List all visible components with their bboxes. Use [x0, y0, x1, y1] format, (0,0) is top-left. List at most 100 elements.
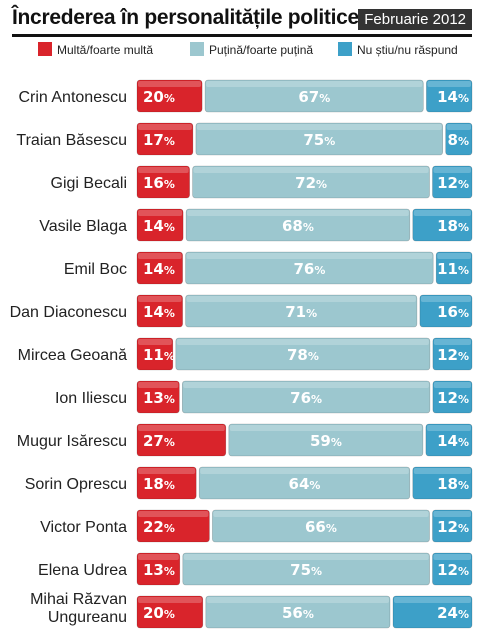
- legend-item-nustiu: Nu știu/nu răspund: [338, 42, 458, 57]
- bar-highlight: [427, 81, 471, 87]
- legend-swatch-putina: [190, 42, 204, 56]
- data-label: 18%: [437, 217, 469, 235]
- bar-highlight: [437, 253, 471, 259]
- bar-highlight: [213, 511, 429, 517]
- data-label: 12%: [437, 518, 469, 536]
- data-label: 17%: [143, 131, 175, 149]
- bar-highlight: [433, 382, 471, 388]
- legend-label-putina: Puțină/foarte puțină: [209, 43, 314, 57]
- bar-highlight: [138, 253, 182, 259]
- bar-segment: [192, 165, 430, 199]
- bar-segment: [392, 595, 473, 629]
- data-label: 76%: [293, 260, 325, 278]
- bar-highlight: [138, 339, 172, 345]
- bar-segment: [136, 509, 210, 543]
- bar-segment: [136, 595, 204, 629]
- data-label: 16%: [437, 303, 469, 321]
- bar-highlight: [138, 468, 196, 474]
- bar-highlight: [229, 425, 422, 431]
- bar-highlight: [138, 81, 202, 87]
- data-label: 8%: [448, 131, 469, 149]
- data-label: 14%: [143, 260, 175, 278]
- bar-highlight: [394, 597, 471, 603]
- bar-highlight: [176, 339, 429, 345]
- bar-highlight: [183, 382, 429, 388]
- bar-highlight: [200, 468, 409, 474]
- data-label: 72%: [295, 174, 327, 192]
- bar-highlight: [138, 210, 183, 216]
- category-label: Elena Udrea: [38, 562, 127, 579]
- legend-item-putina: Puțină/foarte puțină: [190, 42, 313, 57]
- bar-highlight: [433, 167, 471, 173]
- bar-segment: [182, 552, 430, 586]
- bar-segment: [136, 251, 183, 285]
- bar-highlight: [186, 253, 433, 259]
- bar-segment: [182, 380, 431, 414]
- category-label: Traian Băsescu: [16, 132, 127, 149]
- bar-segment: [136, 337, 174, 371]
- data-label: 64%: [289, 475, 321, 493]
- bar-segment: [205, 595, 391, 629]
- data-label: 76%: [290, 389, 322, 407]
- legend-label-multa: Multă/foarte multă: [57, 43, 154, 57]
- bar-highlight: [138, 124, 192, 130]
- category-label: Mugur Isărescu: [17, 433, 127, 450]
- bar-segment: [136, 294, 183, 328]
- bar-highlight: [446, 124, 471, 130]
- bar-segment: [185, 208, 411, 242]
- data-label: 20%: [143, 604, 175, 622]
- category-label: Mihai Răzvan Ungureanu: [30, 591, 127, 626]
- bar-highlight: [138, 597, 202, 603]
- data-label: 75%: [290, 561, 322, 579]
- data-label: 71%: [285, 303, 317, 321]
- bar-segment: [432, 380, 473, 414]
- date-badge: Februarie 2012: [358, 9, 472, 30]
- bar-highlight: [196, 124, 442, 130]
- bar-highlight: [433, 511, 471, 517]
- bar-segment: [432, 165, 473, 199]
- data-label: 11%: [437, 260, 469, 278]
- bar-highlight: [193, 167, 429, 173]
- category-label: Sorin Oprescu: [25, 476, 127, 493]
- data-label: 78%: [287, 346, 319, 364]
- bar-highlight: [206, 597, 389, 603]
- bar-segment: [426, 79, 473, 113]
- data-label: 12%: [437, 346, 469, 364]
- data-label: 14%: [143, 217, 175, 235]
- bar-highlight: [426, 425, 471, 431]
- bar-segment: [136, 208, 184, 242]
- data-label: 13%: [143, 389, 175, 407]
- category-label: Mircea Geoană: [18, 347, 127, 364]
- legend-swatch-nustiu: [338, 42, 352, 56]
- bar-segment: [136, 79, 203, 113]
- data-label: 66%: [305, 518, 337, 536]
- data-label: 14%: [437, 88, 469, 106]
- bar-segment: [136, 552, 181, 586]
- chart-title: Încrederea în personalitățile politice: [12, 6, 359, 29]
- data-label: 16%: [143, 174, 175, 192]
- category-label: Emil Boc: [64, 261, 127, 278]
- bar-highlight: [187, 210, 409, 216]
- data-label: 14%: [437, 432, 469, 450]
- bar-segment: [228, 423, 424, 457]
- bar-highlight: [138, 511, 209, 517]
- legend-swatch-multa: [38, 42, 52, 56]
- legend: Multă/foarte multă Puțină/foarte puțină …: [38, 42, 478, 62]
- category-label: Vasile Blaga: [39, 218, 127, 235]
- bar-segment: [136, 122, 194, 156]
- data-label: 75%: [303, 131, 335, 149]
- bar-segment: [175, 337, 431, 371]
- bar-segment: [412, 208, 473, 242]
- bar-segment: [136, 165, 190, 199]
- bar-segment: [136, 380, 180, 414]
- bar-segment: [212, 509, 430, 543]
- bar-segment: [204, 79, 424, 113]
- data-label: 68%: [282, 217, 314, 235]
- legend-item-multa: Multă/foarte multă: [38, 42, 153, 57]
- bar-segment: [432, 337, 473, 371]
- bar-highlight: [413, 468, 471, 474]
- bar-segment: [198, 466, 411, 500]
- category-label: Victor Ponta: [40, 519, 127, 536]
- bar-segment: [185, 294, 418, 328]
